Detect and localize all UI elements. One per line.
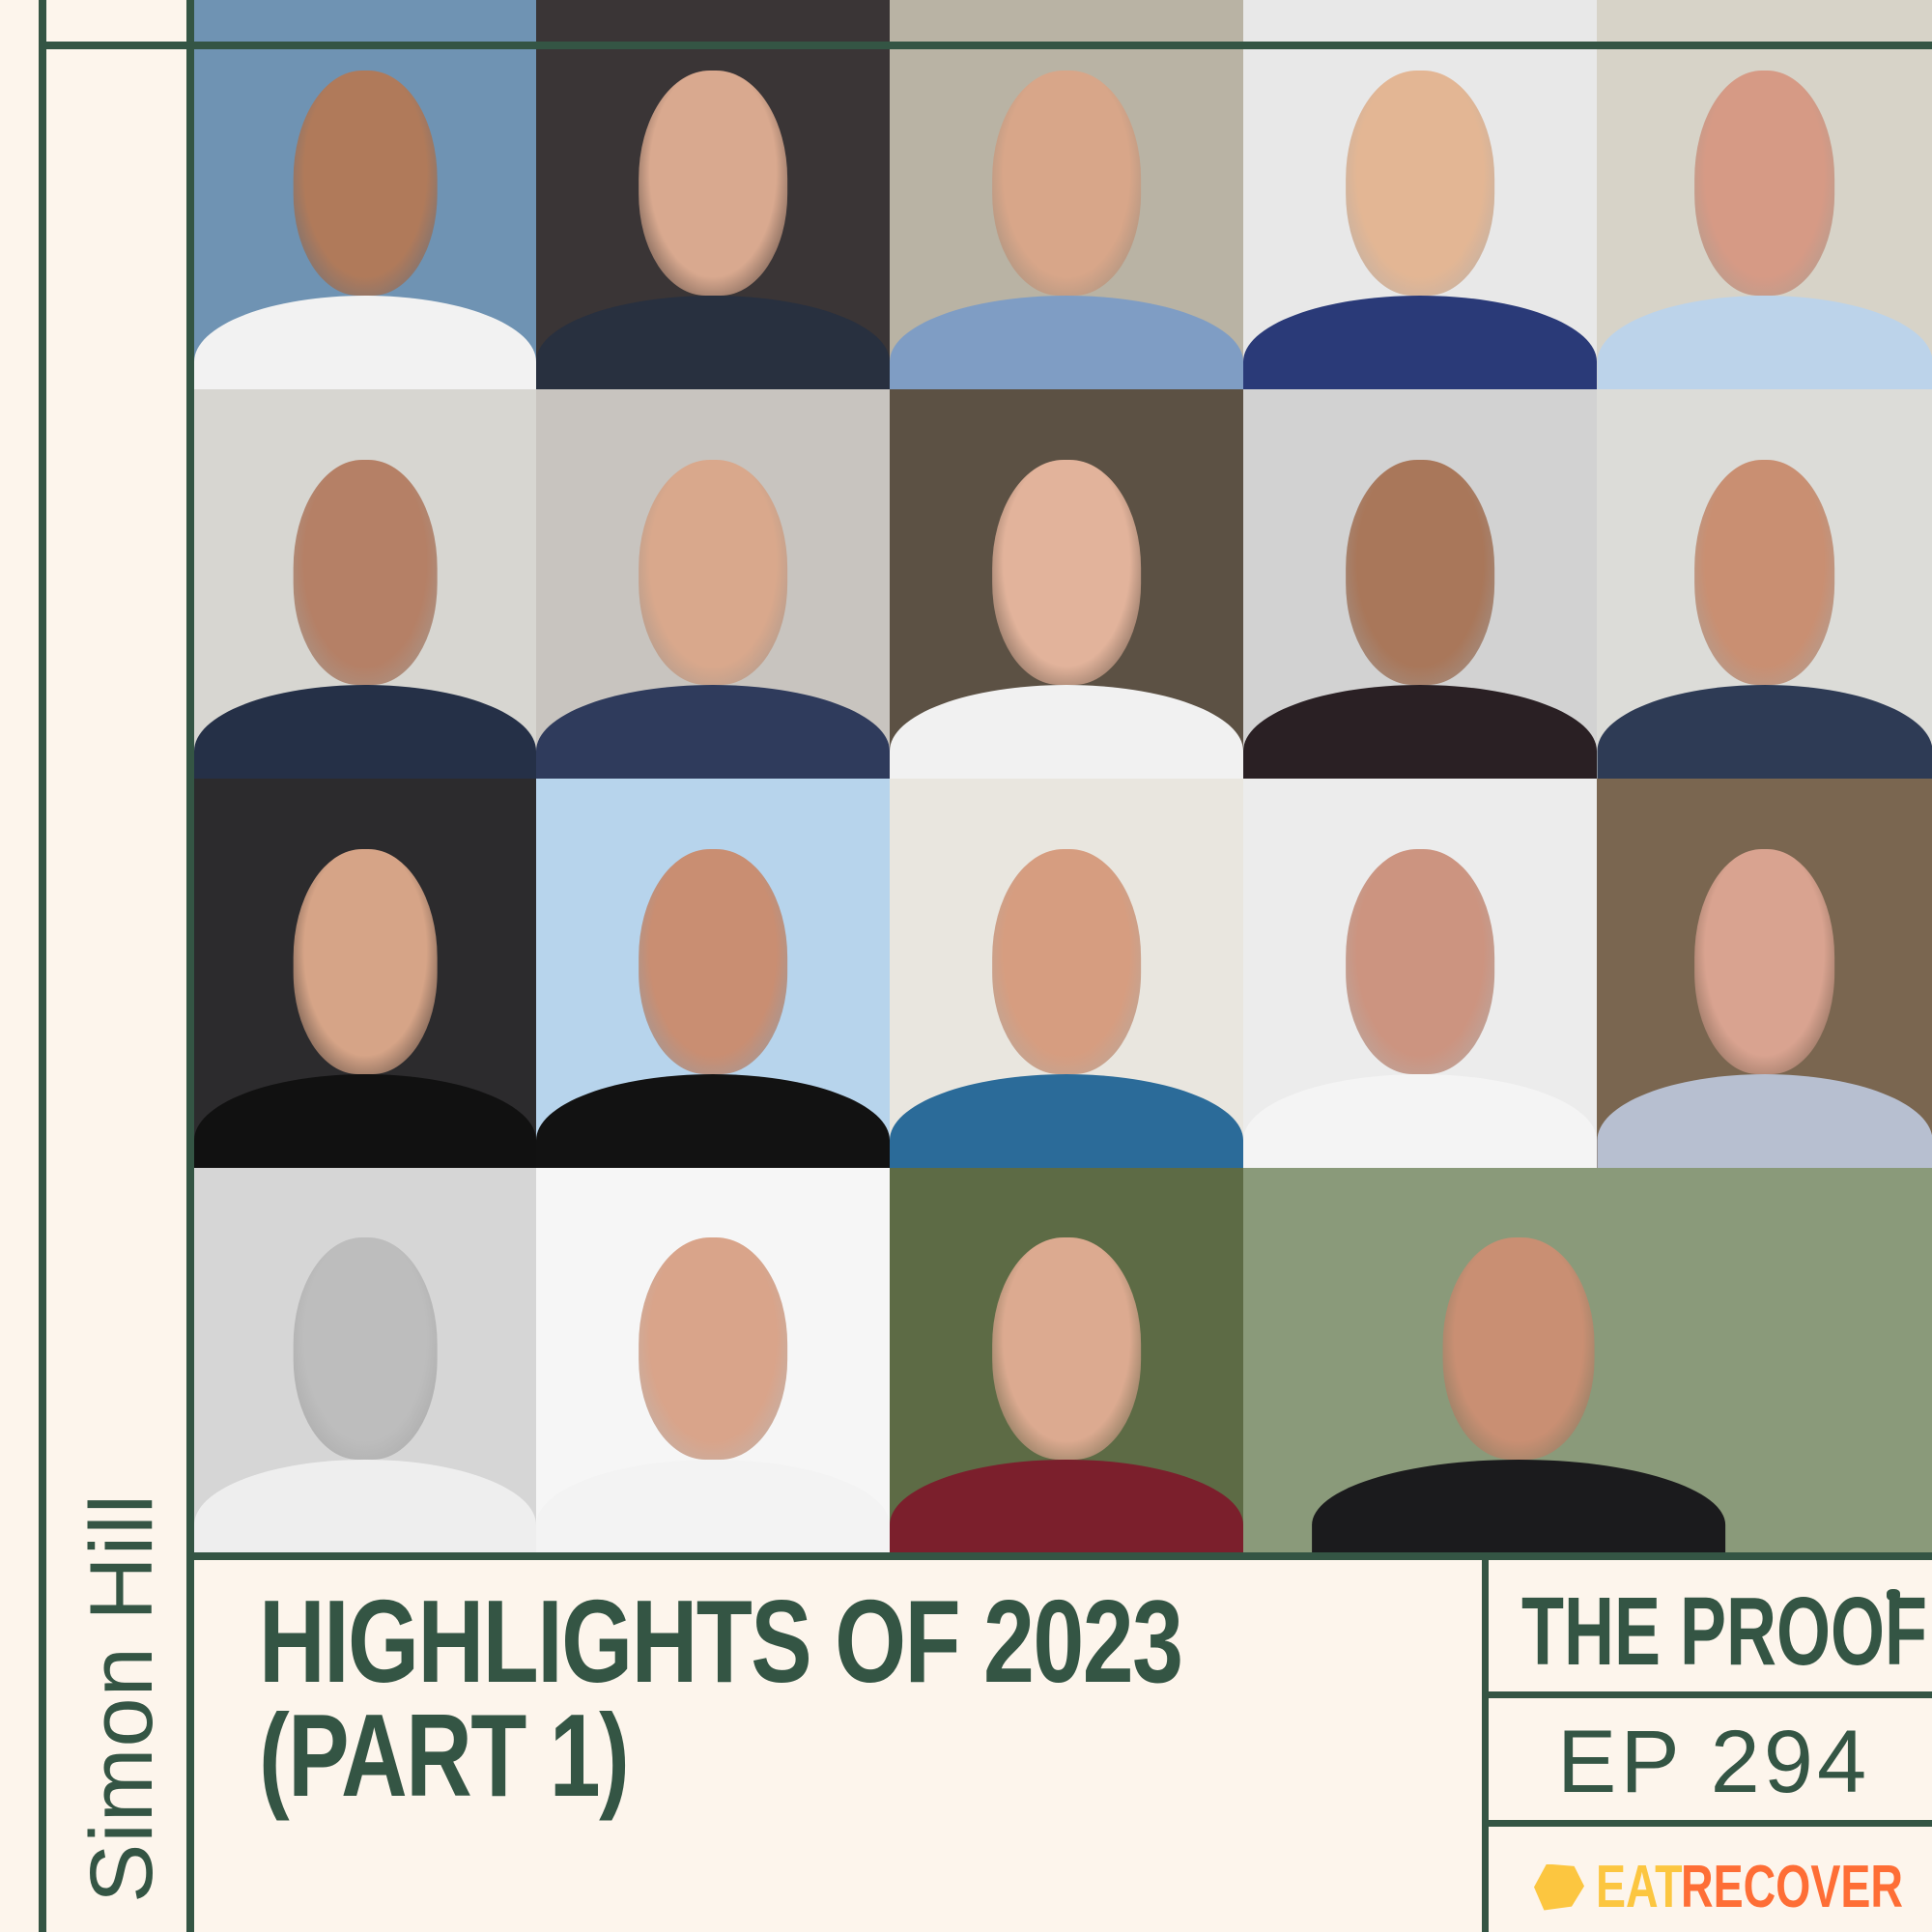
guest-photo [1243,389,1597,779]
guest-face [639,70,787,297]
guest-face [1693,848,1835,1075]
title-line-2: (PART 1) [259,1690,630,1821]
guest-clothing [536,685,890,779]
guest-face [1346,459,1494,686]
sponsor-word-recover: RECOVER [1681,1854,1903,1920]
guest-photo [536,389,890,779]
guest-clothing [1597,1074,1932,1168]
guest-clothing [1312,1460,1726,1552]
guest-clothing [890,1074,1243,1168]
guest-face [992,70,1141,297]
guest-face [1442,1236,1595,1461]
guest-face [639,848,787,1075]
guest-photo [194,0,536,389]
logo-dot-icon [1887,1589,1900,1601]
episode-title: HIGHLIGHTS OF 2023 (PART 1) [259,1576,1183,1821]
guest-face [992,1236,1141,1461]
divider [1489,1691,1932,1698]
sponsor-logo: EAT RECOVER [1534,1853,1932,1921]
guest-photo [890,779,1243,1168]
guest-clothing [536,1074,890,1168]
guest-photo [536,0,890,389]
guest-face [293,1236,438,1461]
guest-clothing [1243,685,1597,779]
guest-photo [536,1168,890,1552]
divider [1489,1820,1932,1827]
guest-clothing [1597,296,1932,389]
guest-clothing [194,1074,536,1168]
guest-clothing [194,685,536,779]
guest-photo [1597,389,1932,779]
guest-photo [194,389,536,779]
guest-photo [1597,779,1932,1168]
divider [1482,1552,1489,1932]
guest-face [1346,848,1494,1075]
guest-photo [890,389,1243,779]
guest-face [639,459,787,686]
guest-photo [536,779,890,1168]
guest-face [1346,70,1494,297]
divider [186,1552,1932,1560]
title-line-1: HIGHLIGHTS OF 2023 [259,1576,1183,1707]
guest-clothing [194,296,536,389]
guest-photo [1243,0,1597,389]
guest-photo [890,1168,1243,1552]
guest-face [293,70,438,297]
guest-face [293,459,438,686]
guest-face [992,459,1141,686]
guest-clothing [890,685,1243,779]
guest-clothing [536,296,890,389]
sponsor-word-eat: EAT [1596,1854,1683,1920]
guest-clothing [536,1460,890,1552]
guest-clothing [1243,296,1597,389]
guest-face [992,848,1141,1075]
guest-clothing [890,296,1243,389]
guest-photo [194,779,536,1168]
guest-photo [1597,0,1932,389]
guest-photo [1243,779,1597,1168]
guest-photo [1243,1168,1932,1552]
guest-face [1693,459,1835,686]
guest-clothing [1597,685,1932,779]
show-logo: THE PROOF [1521,1577,1928,1686]
guest-clothing [890,1460,1243,1552]
divider [39,42,1932,49]
guest-face [1693,70,1835,297]
guest-photo [890,0,1243,389]
guest-clothing [194,1460,536,1552]
guest-clothing [1243,1074,1597,1168]
guest-face [639,1236,787,1461]
divider [39,0,46,1932]
guest-photo [194,1168,536,1552]
hexagon-icon [1534,1863,1584,1911]
divider [186,0,194,1932]
host-name: Simon Hill [72,1492,171,1903]
episode-number: EP 294 [1557,1713,1871,1811]
guest-face [293,848,438,1075]
